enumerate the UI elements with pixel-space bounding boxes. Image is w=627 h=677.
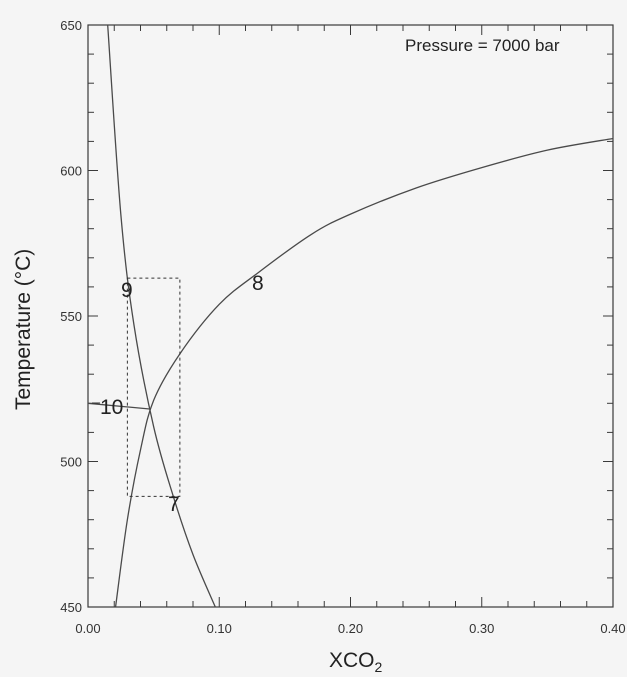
y-tick-label: 600: [60, 164, 82, 179]
tick-labels: 0.00 0.10 0.20 0.30 0.40 450 500 550 600 650: [60, 18, 625, 636]
x-tick-label: 0.40: [600, 621, 625, 636]
y-tick-label: 450: [60, 600, 82, 615]
x-tick-label: 0.00: [75, 621, 100, 636]
dashed-region-box: [126, 277, 181, 497]
curve-label-8: 8: [252, 272, 264, 295]
plot-frame: [87, 24, 614, 608]
y-tick-label: 500: [60, 455, 82, 470]
y-tick-label: 650: [60, 18, 82, 33]
x-tick-label: 0.30: [469, 621, 494, 636]
y-tick-label: 550: [60, 309, 82, 324]
curves: [87, 24, 614, 608]
x-tick-label: 0.20: [338, 621, 363, 636]
curve-9-7: [107, 24, 216, 608]
axes: [87, 24, 614, 608]
curve-label-7: 7: [168, 493, 180, 516]
y-axis-title: Temperature (°C): [12, 249, 35, 410]
curve-label-9: 9: [121, 279, 133, 302]
x-axis-title-main: XCO: [329, 649, 375, 672]
pressure-annotation: Pressure = 7000 bar: [405, 36, 560, 55]
curve-10: [87, 402, 152, 410]
tick-marks: [87, 24, 614, 608]
x-axis-title: XCO2: [329, 649, 383, 675]
x-tick-label: 0.10: [207, 621, 232, 636]
curve-8: [114, 137, 614, 608]
x-axis-title-subscript: 2: [375, 659, 383, 675]
curve-label-10: 10: [100, 396, 123, 419]
dashed-box: [126, 277, 181, 497]
